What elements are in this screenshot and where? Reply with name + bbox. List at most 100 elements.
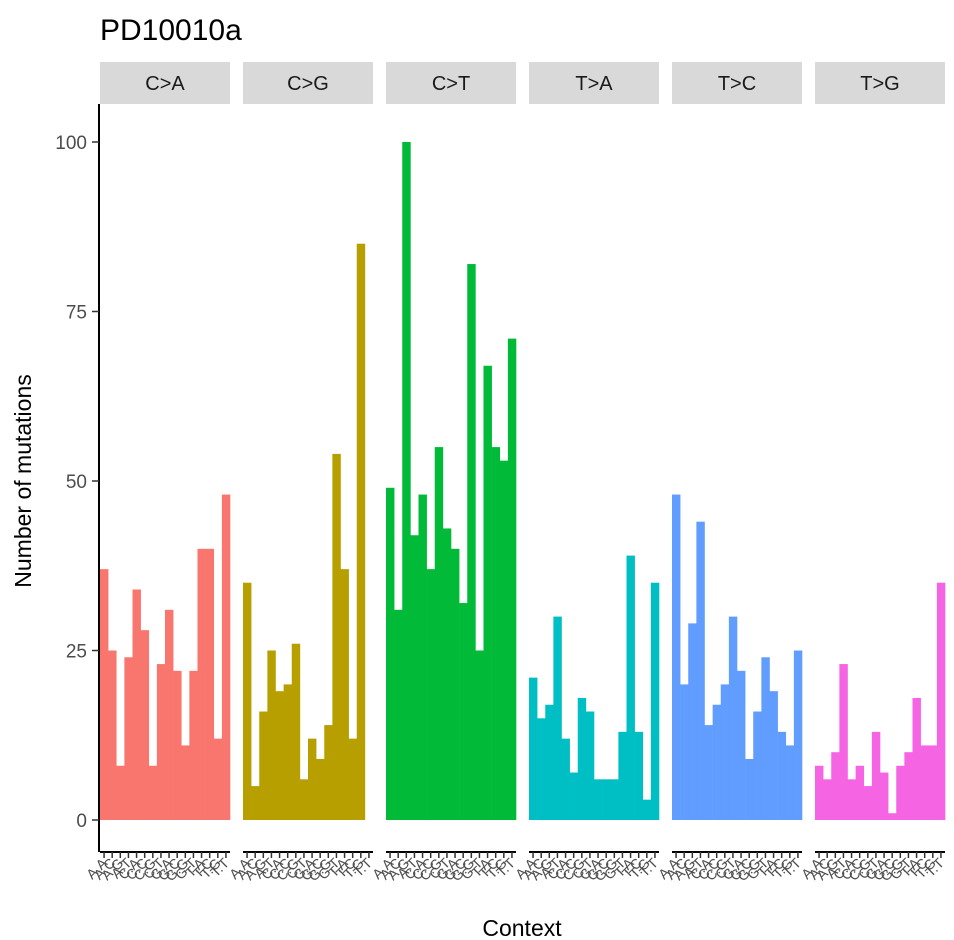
facet-panel-C-to-G: C>GA.AA.CA.GA.TC.AC.CC.GC.TG.AG.CG.GG.TT… <box>226 62 375 884</box>
bar <box>467 264 476 820</box>
bar <box>243 582 252 820</box>
bar <box>181 745 190 820</box>
bar <box>896 765 905 820</box>
bar <box>650 582 660 820</box>
bar <box>124 657 133 820</box>
facet-panel-T-to-C: T>CA.AA.CA.GA.TC.AC.CC.GC.TG.AG.CG.GG.TT… <box>655 62 804 884</box>
bar <box>308 738 317 820</box>
bar <box>418 494 427 820</box>
bar <box>132 589 141 820</box>
bar <box>912 697 921 820</box>
bar <box>475 650 484 820</box>
bar <box>602 779 611 820</box>
bar <box>594 779 603 820</box>
bar <box>553 616 562 820</box>
bar <box>283 684 293 820</box>
bar <box>386 487 395 820</box>
bar <box>394 609 403 820</box>
bar <box>189 670 198 820</box>
bar <box>888 813 897 820</box>
bar <box>831 752 840 820</box>
bar <box>483 365 492 820</box>
bar <box>324 725 333 820</box>
facet-strip <box>672 62 802 104</box>
chart-title: PD10010a <box>100 14 242 47</box>
facet-panel-T-to-A: T>AA.AA.CA.GA.TC.AC.CC.GC.TG.AG.CG.GG.TT… <box>512 62 661 884</box>
bar <box>156 664 166 820</box>
bar <box>402 142 411 820</box>
bar <box>267 650 276 820</box>
bar <box>108 650 117 820</box>
bar <box>642 799 652 820</box>
bar <box>442 528 452 820</box>
bar <box>148 765 158 820</box>
bar <box>696 521 705 820</box>
bar <box>769 691 778 820</box>
bar <box>561 738 570 820</box>
bar <box>499 460 509 820</box>
bar <box>880 772 889 820</box>
y-tick-label: 75 <box>66 303 87 324</box>
facet-strip-label: C>A <box>145 73 185 95</box>
facet-strip-label: T>G <box>860 73 899 95</box>
y-tick-label: 0 <box>76 811 87 832</box>
bar <box>491 447 501 820</box>
bar <box>332 453 341 820</box>
bar <box>737 670 746 820</box>
bar <box>823 779 832 820</box>
bar <box>761 657 770 820</box>
bar <box>451 548 460 820</box>
bar <box>348 738 358 820</box>
facet-strip-label: T>A <box>575 73 613 95</box>
bar <box>634 731 644 820</box>
facet-panel-T-to-G: T>GA.AA.CA.GA.TC.AC.CC.GC.TG.AG.CG.GG.TT… <box>798 62 947 884</box>
facet-strip <box>815 62 945 104</box>
bar <box>928 745 938 820</box>
bar <box>434 447 444 820</box>
bar <box>745 758 754 820</box>
bar <box>221 494 231 820</box>
facet-strip <box>100 62 230 104</box>
x-axis-title: Context <box>482 915 562 940</box>
bar <box>545 704 554 820</box>
bar <box>197 548 206 820</box>
facet-strip <box>386 62 516 104</box>
y-axis-title: Number of mutations <box>10 374 36 587</box>
bar <box>626 555 635 820</box>
bar <box>785 745 795 820</box>
facet-strip <box>243 62 373 104</box>
bar <box>855 765 865 820</box>
bar <box>610 779 619 820</box>
bar <box>585 711 595 820</box>
facet-strip-label: T>C <box>718 73 756 95</box>
bar <box>529 677 538 820</box>
facet-strip-label: C>T <box>432 73 470 95</box>
bar <box>688 623 697 820</box>
bar <box>712 704 722 820</box>
bar <box>275 691 284 820</box>
bar <box>793 650 803 820</box>
facet-panel-C-to-T: C>TA.AA.CA.GA.TC.AC.CC.GC.TG.AG.CG.GG.TT… <box>369 62 518 884</box>
facet-strip-label: C>G <box>287 73 329 95</box>
bar <box>291 643 301 820</box>
bar <box>251 786 260 820</box>
bar <box>165 609 174 820</box>
bar <box>672 494 681 820</box>
bar <box>507 338 517 820</box>
bar <box>459 603 468 820</box>
bar <box>316 758 325 820</box>
y-tick-label: 25 <box>66 642 87 663</box>
bar <box>299 779 309 820</box>
bar <box>259 711 268 820</box>
bar <box>904 752 913 820</box>
bar <box>410 535 419 820</box>
bar <box>537 718 546 820</box>
bar <box>173 670 182 820</box>
bar <box>577 697 587 820</box>
y-tick-label: 100 <box>55 133 87 154</box>
bar <box>680 684 689 820</box>
facet-strip <box>529 62 659 104</box>
bar <box>728 616 738 820</box>
bar <box>213 738 223 820</box>
